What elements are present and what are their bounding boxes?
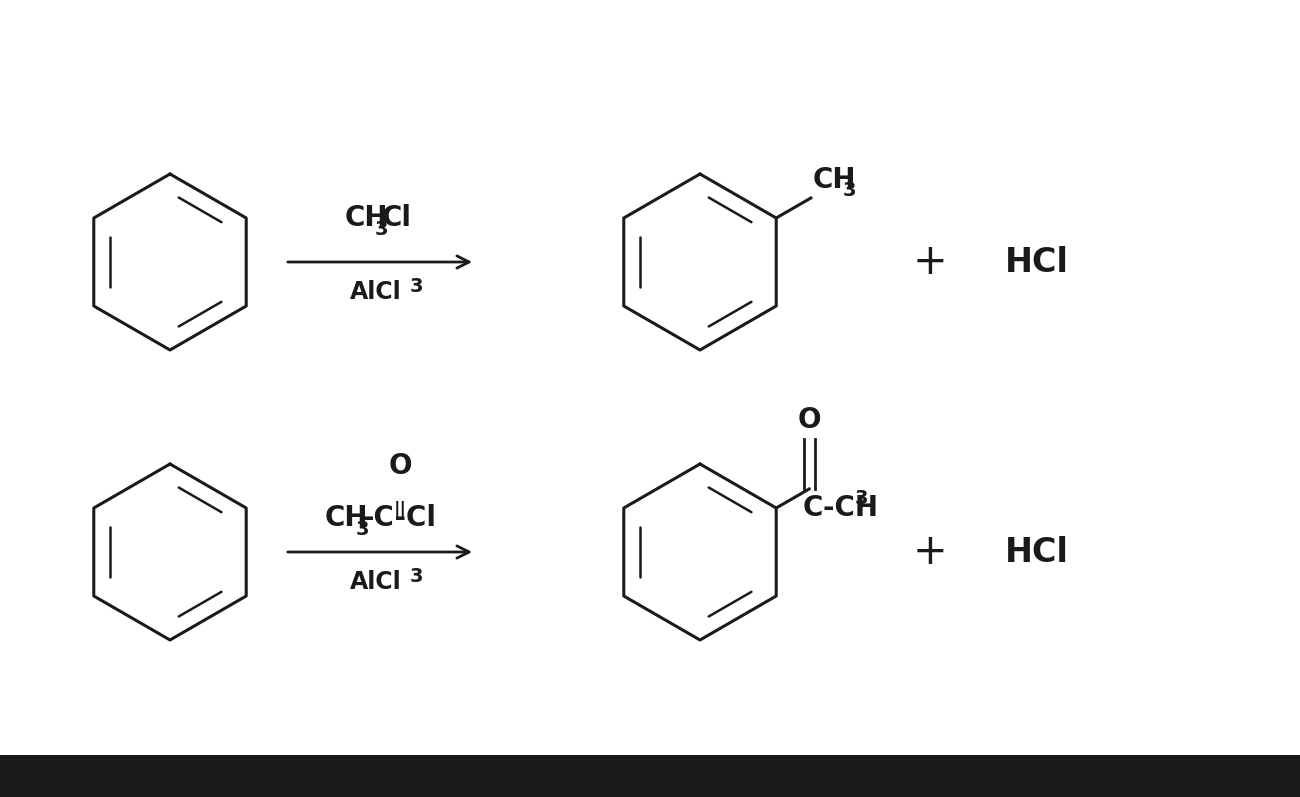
Text: CH: CH [344,204,389,232]
Text: ||: || [394,501,407,519]
Text: 3: 3 [855,489,868,508]
Text: AlCl: AlCl [350,280,402,304]
Text: +: + [913,531,948,573]
Text: HCl: HCl [1005,245,1069,278]
Text: CH: CH [812,166,857,194]
Text: HCl: HCl [1005,536,1069,568]
Text: 3: 3 [410,567,424,586]
Text: CH: CH [325,504,368,532]
Text: 3: 3 [410,277,424,296]
Text: +: + [913,241,948,283]
Text: 3: 3 [842,181,857,200]
Text: -C-Cl: -C-Cl [363,504,437,532]
Text: AlCl: AlCl [350,570,402,594]
Bar [0,755,1300,797]
Text: 3: 3 [374,220,389,239]
Text: Cl: Cl [382,204,412,232]
Text: C-CH: C-CH [803,494,879,522]
Text: O: O [389,452,412,480]
Text: O: O [797,406,820,434]
Text: 3: 3 [356,520,369,539]
